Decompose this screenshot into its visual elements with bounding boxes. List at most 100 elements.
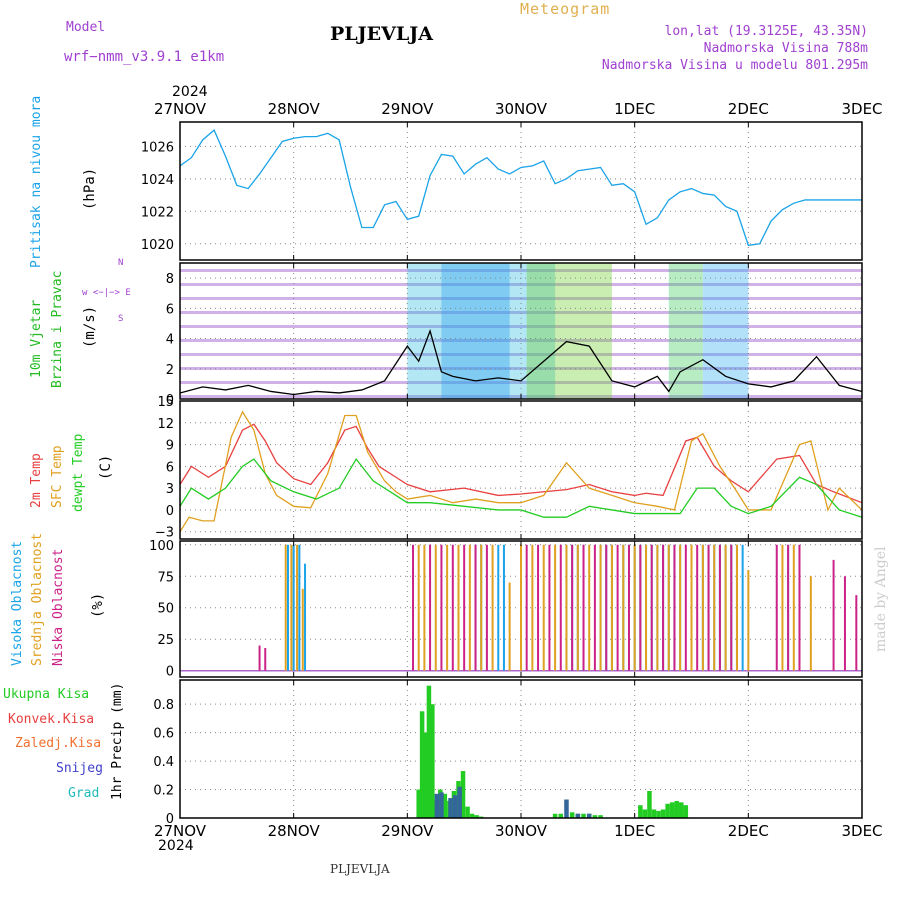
- footer-station: PLJEVLJA: [330, 862, 390, 876]
- precip-bar-total: [465, 806, 470, 818]
- precip-bar-total: [592, 815, 598, 818]
- cloud-bar-low: [264, 648, 267, 671]
- precip-bar-total: [647, 790, 652, 818]
- cloud-bar-mid: [520, 544, 522, 671]
- temperature-series-1: [179, 410, 863, 533]
- precip-bar-total: [552, 813, 558, 818]
- cloud-bar-low: [537, 544, 540, 671]
- wind-band-2: [526, 263, 612, 399]
- cloud-bar-mid: [735, 544, 738, 671]
- wind-barb-row: [180, 269, 862, 272]
- precip-bar-snow: [575, 813, 581, 818]
- cloud-bar-mid: [633, 544, 636, 671]
- precip-total-label: Ukupna Kisa: [3, 687, 90, 702]
- precip-bar-total: [426, 685, 432, 818]
- y-tick-wind: 0: [166, 393, 174, 408]
- wind-barb-row: [180, 283, 862, 286]
- cloud-bar-low: [775, 544, 778, 671]
- y-tick-temperature: 9: [166, 439, 174, 454]
- wind-band-4: [702, 263, 749, 399]
- x-tick-top-5: 2DEC: [728, 100, 769, 118]
- cloud-bar-low: [485, 544, 488, 671]
- x-tick-bottom-5: 2DEC: [728, 822, 769, 840]
- precip-bar-snow: [448, 798, 453, 818]
- precip-bar-total: [665, 803, 670, 818]
- cloud-bar-mid: [809, 576, 812, 671]
- cloud-bar-low: [451, 544, 454, 671]
- page-title: PLJEVLJA: [330, 23, 433, 45]
- cloud-bar-mid: [301, 588, 304, 671]
- x-tick-bottom-4: 1DEC: [614, 822, 655, 840]
- model-name: wrf−nmm_v3.9.1 e1km: [64, 49, 225, 65]
- cloud-bar-mid: [713, 544, 716, 671]
- wind-compass-n: N: [118, 258, 124, 268]
- x-tick-top-3: 30NOV: [495, 100, 548, 118]
- cloud-bar-low: [843, 576, 846, 671]
- precip-frz-label: Zaledj.Kisa: [15, 736, 102, 751]
- cloud-bar-mid: [554, 544, 557, 671]
- cloud-bar-mid: [576, 544, 579, 671]
- y-tick-precip: 0.6: [153, 727, 174, 742]
- cloud-bar-high: [741, 544, 744, 671]
- y-tick-temperature: 15: [157, 395, 174, 410]
- precip-bar-total: [558, 813, 564, 818]
- cloud-bar-low: [616, 544, 619, 671]
- cloud-bar-mid: [491, 544, 494, 671]
- cloud-bar-mid: [747, 569, 750, 671]
- wind-band-3: [668, 263, 703, 399]
- precip-bar-total: [683, 805, 689, 818]
- precip-bar-total: [581, 813, 586, 818]
- precip-bar-total: [679, 802, 684, 818]
- wind-barb-row: [180, 311, 862, 314]
- wind-barb-row: [180, 339, 862, 342]
- pressure-series-0: [179, 129, 862, 247]
- y-tick-precip: 0.8: [153, 698, 174, 713]
- y-tick-wind: 4: [166, 333, 174, 348]
- cloud-bar-low: [639, 544, 642, 671]
- y-tick-pressure: 1026: [141, 140, 174, 155]
- cloud-bar-mid: [296, 544, 299, 671]
- cloud-bar-low: [429, 544, 432, 671]
- y-tick-pressure: 1020: [141, 238, 174, 253]
- model-label: Model: [66, 20, 106, 35]
- cloud-bar-mid: [610, 544, 613, 671]
- cloud-bar-mid: [588, 544, 591, 671]
- cloud-bar-mid: [690, 544, 693, 671]
- cloud-bar-low: [627, 544, 630, 671]
- cloud-bar-low: [440, 544, 443, 671]
- y-tick-precip: 0.2: [153, 784, 174, 799]
- cloud-bar-high: [286, 544, 289, 671]
- cloud-bar-low: [571, 544, 574, 671]
- wind-series-0: [179, 328, 863, 396]
- x-tick-top-6: 3DEC: [841, 100, 882, 118]
- x-tick-top-1: 28NOV: [268, 100, 321, 118]
- precip-bar-snow: [434, 793, 440, 818]
- y-tick-wind: 2: [166, 363, 174, 378]
- y-tick-temperature: −3: [155, 526, 174, 541]
- y-tick-cloud: 100: [149, 539, 174, 554]
- cloud-bar-high: [497, 544, 500, 671]
- wind-barb-row: [180, 381, 862, 384]
- precip-bar-total: [430, 704, 435, 818]
- cloud-bar-mid: [531, 544, 534, 671]
- y-tick-temperature: 3: [166, 482, 174, 497]
- precip-bar-total: [416, 789, 421, 818]
- cloud-bar-mid: [701, 544, 704, 671]
- x-tick-bottom-0: 27NOV: [154, 822, 207, 840]
- precip-bar-total: [460, 771, 466, 818]
- cloud-bar-mid: [542, 544, 545, 671]
- precip-bar-total: [474, 815, 479, 818]
- chart-subtitle: Meteogram: [520, 0, 611, 18]
- x-tick-top-2: 29NOV: [381, 100, 434, 118]
- cloud-bar-mid: [480, 544, 483, 671]
- precip-bar-total: [419, 711, 425, 818]
- grad-label: Grad: [68, 786, 100, 801]
- cloud-bar-low: [787, 544, 790, 671]
- y-tick-cloud: 50: [157, 602, 174, 617]
- precip-bar-snow: [457, 786, 462, 818]
- wind-barb-row: [180, 353, 862, 356]
- cloud-bar-mid: [656, 544, 659, 671]
- cloud-bar-mid: [468, 544, 471, 671]
- cloud-bar-mid: [792, 544, 795, 671]
- y-tick-temperature: 12: [157, 417, 174, 432]
